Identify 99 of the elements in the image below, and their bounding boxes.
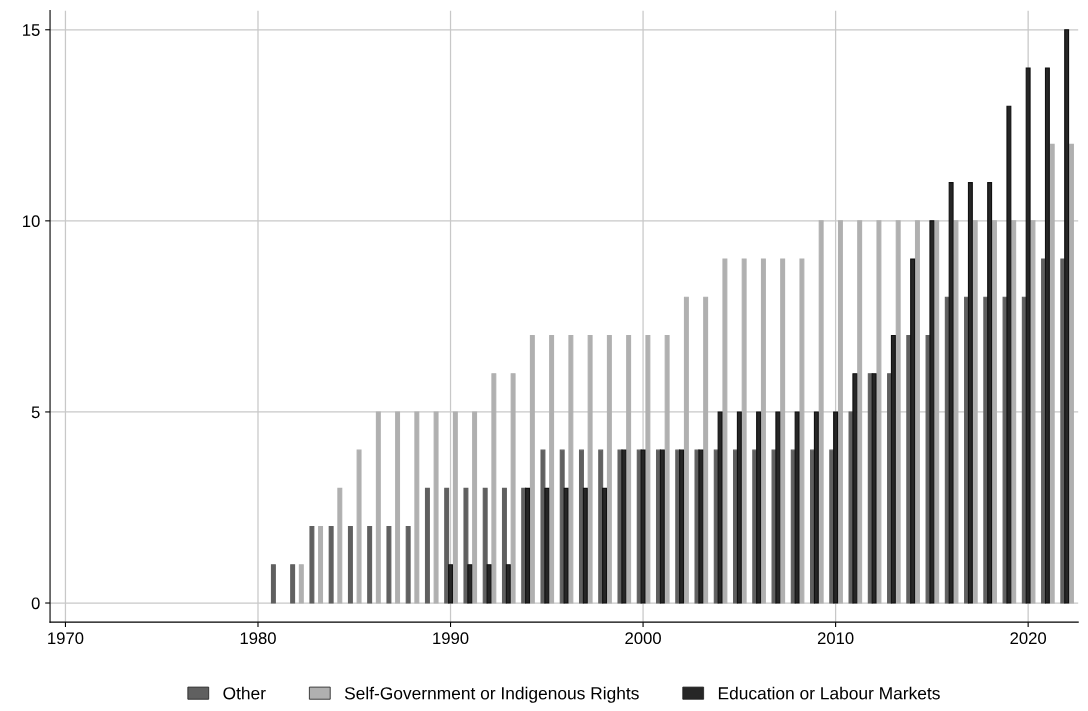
- x-tick-label: 2010: [817, 632, 854, 645]
- bar: [741, 258, 747, 604]
- bar: [463, 487, 469, 604]
- y-tick-label: 5: [31, 406, 40, 419]
- bar: [510, 373, 516, 604]
- bar: [876, 220, 882, 604]
- bar: [799, 258, 805, 604]
- bar: [736, 411, 742, 604]
- bar: [929, 220, 935, 604]
- bar: [405, 526, 411, 604]
- bar: [833, 411, 839, 604]
- bar: [602, 487, 608, 604]
- bar: [621, 449, 627, 604]
- bar: [563, 487, 569, 604]
- bar: [910, 258, 916, 604]
- bar: [448, 564, 454, 604]
- bar: [1025, 67, 1031, 604]
- bar: [587, 334, 593, 604]
- bar: [780, 258, 786, 604]
- bar: [582, 487, 588, 604]
- bar: [444, 487, 450, 604]
- bar: [659, 449, 665, 604]
- bar: [1030, 220, 1036, 604]
- bar: [914, 220, 920, 604]
- bar: [414, 411, 420, 604]
- legend-label: Self-Government or Indigenous Rights: [344, 686, 639, 703]
- bar: [895, 220, 901, 604]
- bar: [775, 411, 781, 604]
- y-tick-label: 10: [23, 215, 40, 228]
- bar: [934, 220, 940, 604]
- bar: [760, 258, 766, 604]
- bar: [270, 564, 276, 604]
- bar: [722, 258, 728, 604]
- legend-label: Education or Labour Markets: [718, 686, 940, 700]
- bar: [1011, 220, 1017, 604]
- bar: [1006, 105, 1012, 604]
- bar: [606, 334, 612, 604]
- bar: [972, 220, 978, 604]
- bar: [890, 334, 896, 604]
- bar: [540, 449, 546, 604]
- bar: [375, 411, 381, 604]
- bar: [501, 487, 507, 604]
- bar: [871, 373, 877, 604]
- bar: [756, 411, 762, 604]
- bar: [433, 411, 439, 604]
- bar: [337, 487, 343, 604]
- bar: [664, 334, 670, 604]
- bar: [386, 526, 392, 604]
- bar: [491, 373, 497, 604]
- bar: [486, 564, 492, 604]
- bar: [290, 564, 296, 604]
- bar: [967, 182, 973, 604]
- bar: [298, 564, 304, 604]
- bar: [356, 449, 362, 604]
- bar: [525, 487, 531, 604]
- y-tick-label: 15: [23, 24, 40, 36]
- legend-label: Other: [223, 686, 266, 700]
- bar: [948, 182, 954, 604]
- bar: [328, 526, 334, 604]
- bar: [640, 449, 646, 604]
- bar: [309, 526, 315, 604]
- bar: [679, 449, 685, 604]
- bar: [452, 411, 458, 604]
- bar: [544, 487, 550, 604]
- bar: [837, 220, 843, 604]
- bar: [549, 334, 555, 604]
- bar: [529, 334, 535, 604]
- bar: [568, 334, 574, 604]
- bar: [467, 564, 473, 604]
- bar: [703, 296, 709, 604]
- bar: [813, 411, 819, 604]
- bar: [347, 526, 353, 604]
- bar: [717, 411, 723, 604]
- bar: [953, 220, 959, 604]
- bar: [318, 526, 324, 604]
- bar: [818, 220, 824, 604]
- bar: [1044, 67, 1050, 604]
- bar: [852, 373, 858, 604]
- x-tick-label: 1980: [240, 632, 276, 645]
- bar: [626, 334, 632, 604]
- bar: [395, 411, 401, 604]
- bar: [505, 564, 511, 604]
- bar: [991, 220, 997, 604]
- x-tick-label: 2000: [625, 632, 661, 645]
- y-tick-label: 0: [31, 597, 40, 610]
- bar: [1064, 29, 1070, 604]
- bar: [472, 411, 478, 604]
- bar: [794, 411, 800, 604]
- bar: [1049, 143, 1055, 604]
- bar: [1068, 143, 1074, 604]
- x-tick-label: 2020: [1010, 632, 1047, 645]
- bar: [698, 449, 704, 604]
- x-tick-label: 1990: [433, 632, 469, 645]
- bar: [987, 182, 993, 604]
- x-tick-label: 1970: [48, 632, 84, 645]
- bar: [367, 526, 373, 604]
- bar: [683, 296, 689, 604]
- bar: [424, 487, 430, 604]
- bar: [857, 220, 863, 604]
